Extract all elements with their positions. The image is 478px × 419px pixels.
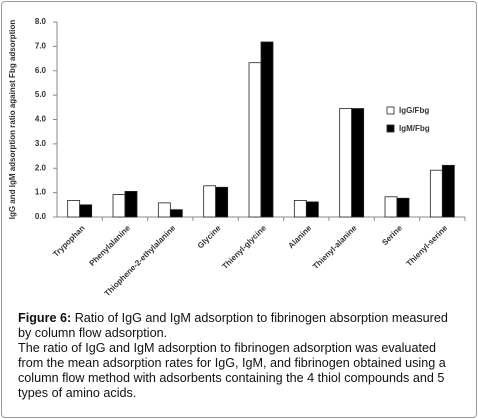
bar: [429, 169, 443, 218]
y-tick-label: 0.0: [35, 212, 47, 221]
legend-swatch: [386, 106, 395, 115]
y-tick-label: 1.0: [35, 188, 47, 197]
bar: [157, 202, 171, 218]
y-axis-title: IgG and IgM adsorption ratio against Fbg…: [8, 20, 17, 220]
caption: Figure 6: Ratio of IgG and IgM adsorptio…: [18, 311, 464, 401]
caption-title: Ratio of IgG and IgM adsorption to fibri…: [18, 311, 448, 340]
x-tick-label: Thienyl-glycine: [220, 223, 268, 271]
y-tick-label: 5.0: [35, 90, 47, 99]
bar: [203, 185, 217, 218]
bar: [396, 197, 410, 218]
bar: [351, 108, 365, 218]
bar: [293, 200, 307, 218]
bar: [339, 108, 353, 218]
bar: [169, 209, 183, 218]
bar: [441, 164, 455, 218]
bar: [384, 196, 398, 218]
y-tick-label: 4.0: [35, 115, 47, 124]
bar: [79, 204, 93, 218]
x-tick-label: Thienyl-alanine: [311, 223, 359, 271]
y-tick-label: 3.0: [35, 139, 47, 148]
caption-label: Figure 6:: [18, 311, 72, 325]
bar: [305, 201, 319, 218]
caption-body: The ratio of IgG and IgM adsorption to f…: [18, 341, 446, 400]
y-tick-label: 7.0: [35, 41, 47, 50]
x-tick-label: Alanine: [286, 223, 313, 250]
bar: [215, 186, 229, 218]
caption-title-line: Figure 6: Ratio of IgG and IgM adsorptio…: [18, 311, 464, 341]
x-tick-label: Serine: [380, 223, 404, 247]
x-tick-label: Thienyl-serine: [405, 223, 450, 268]
y-tick-label: 6.0: [35, 66, 47, 75]
bar: [67, 200, 81, 218]
bar: [124, 191, 138, 218]
bar: [260, 41, 274, 218]
legend-label: IgM/Fbg: [399, 124, 430, 133]
chart: IgG and IgM adsorption ratio against Fbg…: [8, 17, 466, 298]
x-tick-label: Trypophan: [51, 223, 86, 258]
x-tick-label: Phenylalanine: [88, 223, 133, 268]
y-tick-label: 8.0: [35, 17, 47, 26]
x-tick-label: Glycine: [196, 223, 223, 250]
legend-label: IgG/Fbg: [399, 106, 429, 115]
bar: [248, 62, 262, 218]
legend-swatch: [386, 124, 395, 133]
y-tick-label: 2.0: [35, 163, 47, 172]
bar: [112, 194, 126, 218]
